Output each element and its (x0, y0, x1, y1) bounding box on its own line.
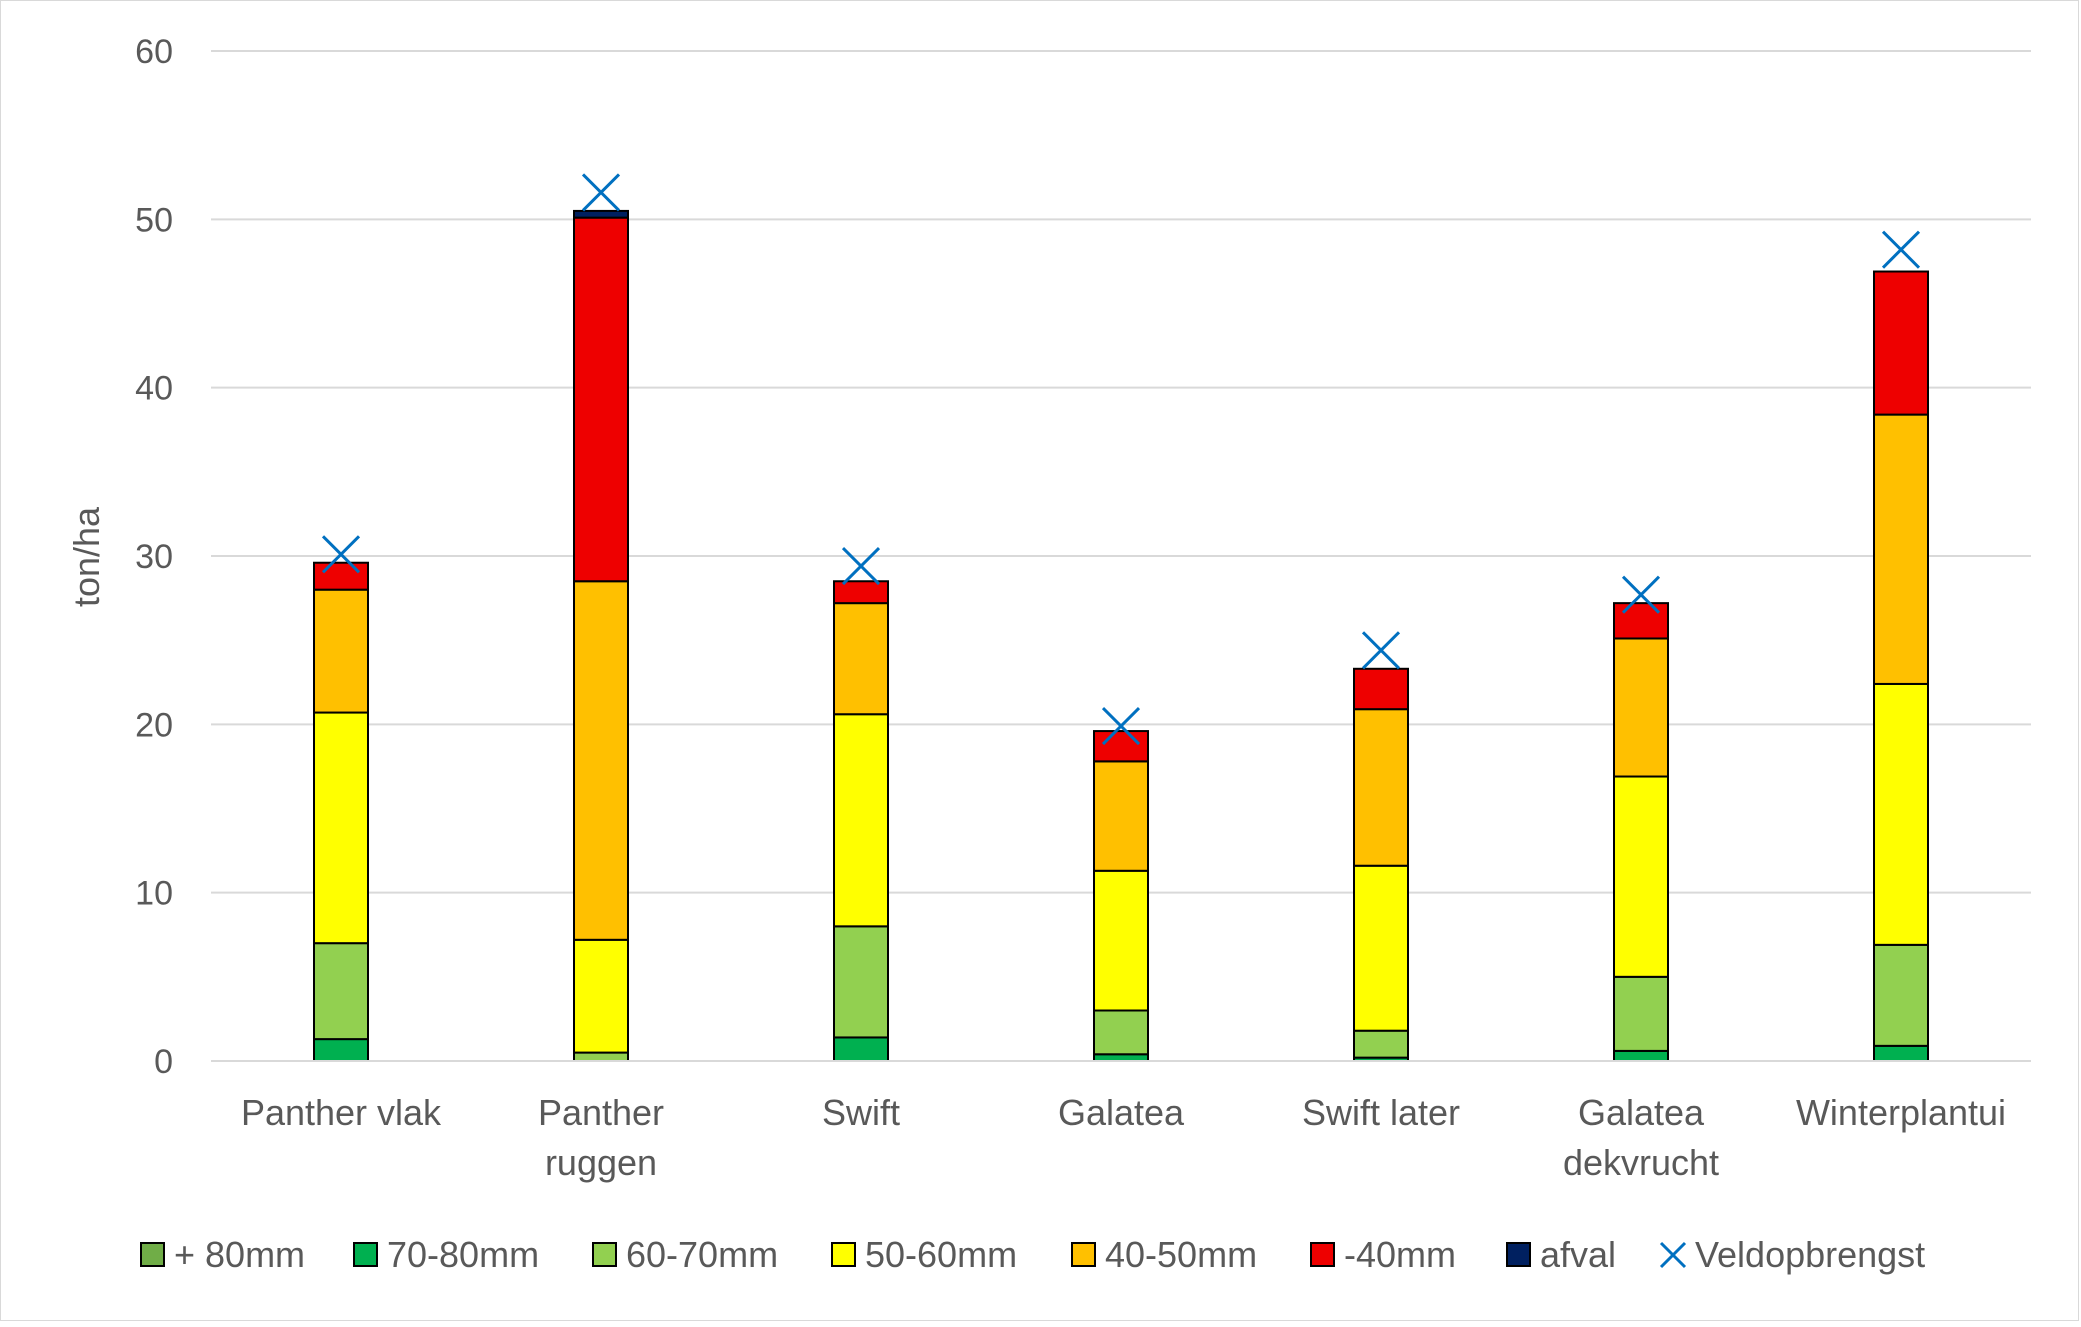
veldopbrengst-marker (1621, 575, 1661, 614)
bar-segment (1613, 1049, 1669, 1063)
y-tick-label: 60 (135, 33, 173, 71)
legend-label: 40-50mm (1105, 1234, 1257, 1275)
y-tick-label: 20 (135, 706, 173, 744)
bar-segment (1873, 943, 1929, 1047)
category-labels: Panther vlak Panther ruggen Swift Galatea Swi… (241, 1092, 2006, 1183)
bar-segment (313, 1038, 369, 1063)
bar-segment (833, 925, 889, 1039)
bar-segment (573, 216, 629, 583)
y-tick-label: 50 (135, 201, 173, 239)
category-label: Swift later (1302, 1092, 1460, 1133)
veldopbrengst-markers (321, 173, 1921, 746)
legend-label: + 80mm (174, 1234, 305, 1275)
legend-swatch (831, 1242, 856, 1267)
y-tick-label: 10 (135, 875, 173, 913)
legend-item: Veldopbrengst (1659, 1234, 1925, 1275)
y-tick-label: 30 (135, 538, 173, 576)
legend-label: Veldopbrengst (1695, 1234, 1925, 1275)
bar-segment (833, 713, 889, 928)
bar-segment (1873, 270, 1929, 416)
legend-label: -40mm (1344, 1234, 1456, 1275)
bar-segment (1093, 869, 1149, 1012)
legend-item: 40-50mm (1071, 1234, 1257, 1275)
category-label: Panther vlak (241, 1092, 442, 1133)
category-label: Winterplantui (1796, 1092, 2006, 1133)
bar-segment (573, 580, 629, 941)
bar-segment (1353, 1029, 1409, 1059)
bar-segment (573, 938, 629, 1054)
veldopbrengst-marker (321, 535, 361, 574)
bar-segment (1613, 975, 1669, 1052)
category-label: Swift (822, 1092, 900, 1133)
bar-segment (1873, 682, 1929, 946)
bar-segment (1353, 667, 1409, 711)
category-label: ruggen (545, 1142, 657, 1183)
bar-segment (833, 1036, 889, 1063)
bar-segment (573, 1051, 629, 1063)
bar-segment (1093, 760, 1149, 872)
bar-segment (1093, 1053, 1149, 1063)
bar-segment (1613, 602, 1669, 640)
veldopbrengst-marker (1101, 706, 1141, 746)
category-label: Panther (538, 1092, 664, 1133)
category-label: dekvrucht (1563, 1142, 1719, 1183)
bar-segment (313, 588, 369, 714)
legend-label: 70-80mm (387, 1234, 539, 1275)
category-label: Galatea (1058, 1092, 1185, 1133)
bar-segment (1613, 775, 1669, 978)
veldopbrengst-marker (1881, 230, 1921, 269)
bar-segment (313, 942, 369, 1041)
legend-label: afval (1540, 1234, 1616, 1275)
bar-segment (1873, 1044, 1929, 1062)
legend-item: -40mm (1310, 1234, 1456, 1275)
legend-item: 60-70mm (592, 1234, 778, 1275)
bar-segment (1353, 864, 1409, 1032)
category-label: Galatea (1578, 1092, 1705, 1133)
bar-segment (313, 711, 369, 945)
y-axis-ticks: 0 10 20 30 40 50 60 (135, 33, 173, 1081)
legend-swatch (592, 1242, 617, 1267)
y-axis-label: ton/ha (66, 506, 107, 607)
veldopbrengst-marker (581, 173, 621, 212)
legend-swatch (1506, 1242, 1531, 1267)
bar-segment (313, 561, 369, 591)
legend-item: + 80mm (140, 1234, 305, 1275)
bar-segment (1093, 1009, 1149, 1056)
legend-swatch (1071, 1242, 1096, 1267)
veldopbrengst-marker (1361, 631, 1401, 670)
legend-label: 60-70mm (626, 1234, 778, 1275)
bar-segment (1353, 708, 1409, 867)
legend-item: 50-60mm (831, 1234, 1017, 1275)
bar-segment (833, 580, 889, 605)
bar-segment (1093, 730, 1149, 763)
legend-swatch (140, 1242, 165, 1267)
legend-item: 70-80mm (353, 1234, 539, 1275)
y-tick-label: 0 (154, 1043, 173, 1081)
legend-item: afval (1506, 1234, 1616, 1275)
bars (313, 209, 1929, 1063)
legend-label: 50-60mm (865, 1234, 1017, 1275)
bar-segment (1873, 413, 1929, 685)
gridlines (211, 50, 2031, 894)
veldopbrengst-marker (841, 547, 881, 586)
bar-segment (573, 209, 629, 219)
legend-swatch (1310, 1242, 1335, 1267)
bar-segment (833, 602, 889, 716)
legend-swatch (353, 1242, 378, 1267)
legend: + 80mm 70-80mm 60-70mm 50-60mm 40-50mm -40mm a… (140, 1234, 1925, 1275)
y-tick-label: 40 (135, 370, 173, 408)
bar-segment (1613, 637, 1669, 778)
